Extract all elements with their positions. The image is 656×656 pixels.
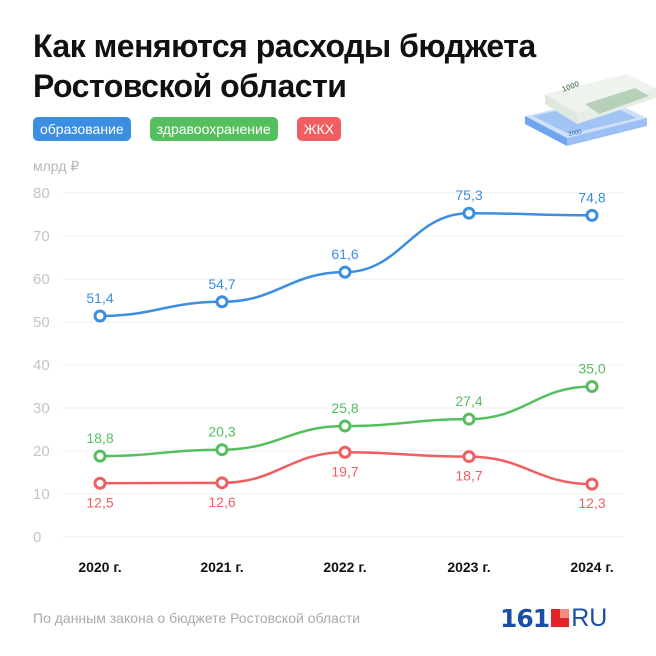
y-tick-label: 50 bbox=[33, 314, 50, 331]
data-point bbox=[338, 445, 352, 459]
data-point bbox=[462, 206, 476, 220]
data-label: 27,4 bbox=[455, 393, 482, 409]
y-tick-label: 80 bbox=[33, 185, 50, 202]
y-tick-label: 70 bbox=[33, 228, 50, 245]
y-tick-label: 40 bbox=[33, 357, 50, 374]
page-title: Как меняются расходы бюджета Ростовской … bbox=[33, 28, 536, 104]
data-label: 75,3 bbox=[455, 187, 482, 203]
y-axis-unit: млрд ₽ bbox=[33, 158, 80, 174]
logo-161ru[interactable]: 161 RU bbox=[500, 603, 608, 633]
banknote-2000-label: 2000 bbox=[568, 129, 583, 138]
logo-square-icon bbox=[551, 609, 570, 627]
data-point bbox=[338, 265, 352, 279]
series-points bbox=[93, 206, 599, 491]
data-label: 25,8 bbox=[331, 400, 358, 416]
y-tick-label: 20 bbox=[33, 443, 50, 460]
series-line-0 bbox=[99, 211, 593, 318]
gridlines bbox=[63, 192, 624, 538]
data-label: 19,7 bbox=[331, 463, 358, 479]
data-label: 12,5 bbox=[86, 494, 113, 510]
banknotes-icon: 2000 1000 bbox=[525, 74, 656, 146]
y-tick-label: 0 bbox=[33, 529, 41, 546]
x-tick-label: 2021 г. bbox=[200, 559, 243, 575]
data-label: 61,6 bbox=[331, 246, 358, 262]
data-point bbox=[585, 477, 599, 491]
data-point bbox=[93, 476, 107, 490]
data-point bbox=[585, 380, 599, 393]
x-tick-label: 2023 г. bbox=[447, 559, 490, 575]
logo-number: 161 bbox=[500, 603, 550, 633]
data-labels: 51,4 54,7 61,6 75,3 74,8 18,8 20,3 25,8 27,4 35,0… bbox=[86, 187, 605, 511]
data-point bbox=[93, 449, 107, 463]
data-point bbox=[93, 309, 107, 323]
data-point bbox=[215, 295, 229, 309]
data-label: 54,7 bbox=[208, 276, 235, 292]
y-tick-label: 60 bbox=[33, 271, 50, 288]
y-tick-label: 30 bbox=[33, 400, 50, 417]
x-tick-label: 2022 г. bbox=[323, 559, 366, 575]
data-label: 12,3 bbox=[578, 495, 605, 511]
data-point bbox=[215, 476, 229, 490]
legend: образование здравоохранение ЖКХ bbox=[33, 117, 342, 141]
legend-item-healthcare: здравоохранение bbox=[149, 117, 278, 141]
data-label: 20,3 bbox=[208, 424, 235, 440]
x-tick-labels: 2020 г. 2021 г. 2022 г. 2023 г. 2024 г. bbox=[78, 559, 613, 575]
legend-item-education: образование bbox=[33, 117, 131, 141]
y-tick-labels: 0 10 20 30 40 50 60 70 80 bbox=[33, 185, 50, 546]
data-label: 18,8 bbox=[86, 430, 113, 446]
y-tick-label: 10 bbox=[33, 486, 50, 503]
legend-item-housing: ЖКХ bbox=[296, 117, 342, 141]
data-label: 51,4 bbox=[86, 290, 113, 306]
data-label: 18,7 bbox=[455, 468, 482, 484]
logo-suffix: RU bbox=[571, 603, 608, 632]
x-tick-label: 2020 г. bbox=[78, 559, 121, 575]
data-point bbox=[338, 419, 352, 433]
x-tick-label: 2024 г. bbox=[570, 559, 613, 575]
data-label: 12,6 bbox=[208, 494, 235, 510]
data-point bbox=[215, 443, 229, 457]
data-label: 35,0 bbox=[578, 361, 605, 377]
data-point bbox=[585, 208, 599, 222]
data-point bbox=[462, 450, 476, 464]
data-point bbox=[462, 412, 476, 426]
source-note: По данным закона о бюджете Ростовской об… bbox=[33, 610, 361, 626]
data-label: 74,8 bbox=[578, 189, 605, 205]
